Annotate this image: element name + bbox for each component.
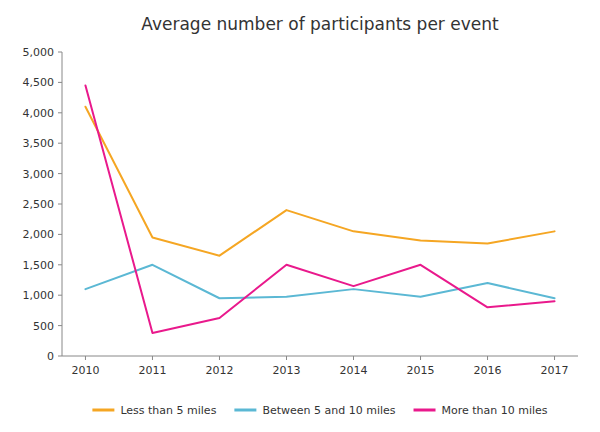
x-tick-label: 2013 <box>272 364 300 377</box>
y-tick <box>58 112 62 113</box>
y-tick <box>58 204 62 205</box>
y-tick-label: 500 <box>33 320 54 333</box>
x-tick <box>286 356 287 360</box>
y-tick <box>58 143 62 144</box>
x-tick <box>219 356 220 360</box>
x-tick-label: 2011 <box>138 364 166 377</box>
x-tick-label: 2017 <box>541 364 569 377</box>
x-tick-label: 2016 <box>474 364 502 377</box>
legend-item: More than 10 miles <box>414 404 548 417</box>
y-tick <box>58 52 62 53</box>
y-tick <box>58 264 62 265</box>
title: Average number of participants per event <box>141 14 499 34</box>
legend-swatch <box>92 409 114 412</box>
plot-area <box>85 85 554 332</box>
legend: Less than 5 miles Between 5 and 10 miles M… <box>92 404 547 417</box>
legend-item: Less than 5 miles <box>92 404 216 417</box>
legend-label: Less than 5 miles <box>120 404 216 417</box>
x-tick <box>353 356 354 360</box>
y-tick <box>58 82 62 83</box>
y-tick <box>58 234 62 235</box>
x-tick-label: 2015 <box>407 364 435 377</box>
y-tick <box>58 356 62 357</box>
legend-item: Between 5 and 10 miles <box>234 404 395 417</box>
legend-label: Between 5 and 10 miles <box>262 404 395 417</box>
x-tick <box>85 356 86 360</box>
x-axis <box>62 356 578 357</box>
y-tick <box>58 325 62 326</box>
x-tick-label: 2012 <box>205 364 233 377</box>
x-tick <box>152 356 153 360</box>
x-tick <box>487 356 488 360</box>
y-tick-label: 2,500 <box>23 198 55 211</box>
y-tick-label: 3,500 <box>23 137 55 150</box>
chart: Average number of participants per event… <box>0 0 600 432</box>
x-tick <box>554 356 555 360</box>
y-tick-label: 4,500 <box>23 76 55 89</box>
background <box>0 0 600 432</box>
series-line <box>85 107 554 256</box>
legend-label: More than 10 miles <box>442 404 548 417</box>
y-tick-label: 5,000 <box>23 46 55 59</box>
y-tick <box>58 173 62 174</box>
series-line <box>85 265 554 298</box>
y-tick-label: 0 <box>47 350 54 363</box>
y-axis <box>62 52 63 356</box>
y-tick <box>58 295 62 296</box>
series-line <box>85 85 554 332</box>
y-tick-label: 1,000 <box>23 289 55 302</box>
legend-swatch <box>414 409 436 412</box>
x-tick-label: 2010 <box>71 364 99 377</box>
y-tick-label: 1,500 <box>23 259 55 272</box>
x-tick-label: 2014 <box>340 364 368 377</box>
x-tick <box>420 356 421 360</box>
y-tick-label: 3,000 <box>23 168 55 181</box>
y-tick-label: 4,000 <box>23 107 55 120</box>
y-tick-label: 2,000 <box>23 228 55 241</box>
legend-swatch <box>234 409 256 412</box>
